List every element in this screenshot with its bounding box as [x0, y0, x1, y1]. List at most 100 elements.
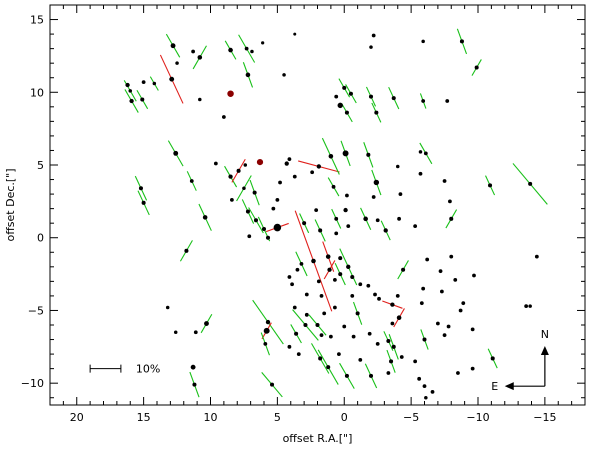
star-marker	[524, 304, 529, 308]
star-marker	[197, 55, 203, 60]
x-tick-label: 0	[341, 411, 348, 424]
star-marker	[424, 395, 428, 400]
star-marker	[334, 231, 339, 236]
star-marker	[287, 344, 292, 349]
star-marker	[128, 89, 133, 93]
star-marker	[342, 85, 347, 90]
star-marker	[198, 97, 202, 102]
chart-annotations: 10% N E	[89, 328, 549, 393]
star-marker	[332, 278, 337, 282]
star-marker	[470, 366, 475, 371]
star-marker	[390, 302, 395, 307]
star-marker	[422, 337, 427, 342]
x-tick-label: 20	[70, 411, 84, 424]
star-marker	[263, 342, 268, 346]
star-marker	[367, 331, 372, 336]
star-marker	[278, 180, 282, 185]
star-marker	[373, 292, 377, 297]
star-marker	[413, 224, 418, 228]
star-marker	[292, 305, 297, 310]
star-marker	[488, 183, 493, 188]
x-axis-label: offset R.A.["]	[283, 432, 353, 445]
star-marker	[191, 49, 196, 54]
star-marker	[413, 359, 418, 364]
star-marker	[534, 254, 539, 259]
y-axis-label: offset Dec.["]	[4, 168, 17, 241]
star-marker	[227, 90, 234, 97]
star-marker	[190, 364, 196, 370]
star-marker	[265, 319, 271, 325]
star-marker	[435, 321, 440, 326]
y-tick-label: −5	[28, 304, 44, 317]
x-tick-label: 15	[137, 411, 151, 424]
star-marker	[350, 274, 355, 280]
star-marker	[287, 157, 292, 162]
star-marker	[242, 186, 246, 191]
star-marker	[293, 32, 297, 36]
star-marker	[368, 94, 374, 99]
star-marker	[290, 282, 294, 287]
star-marker	[315, 322, 320, 328]
star-marker	[184, 248, 189, 253]
x-tick-label: −5	[403, 411, 419, 424]
plot-axes: 20 15 10 5 0 −5 −10 −15 −10 −5 0 5 10 15	[21, 4, 586, 424]
star-marker	[230, 198, 234, 202]
star-marker	[140, 97, 145, 102]
star-marker	[342, 324, 347, 329]
star-marker	[193, 330, 198, 335]
star-marker	[169, 76, 175, 82]
star-marker	[461, 301, 466, 306]
star-marker	[192, 382, 197, 387]
star-marker	[375, 342, 380, 346]
star-marker	[448, 199, 452, 204]
compass-north-label: N	[541, 328, 549, 341]
star-marker	[425, 257, 430, 262]
star-marker	[438, 269, 443, 274]
star-marker	[350, 294, 355, 298]
star-markers	[125, 32, 539, 400]
polarization-vectors	[123, 28, 548, 398]
star-marker	[421, 286, 426, 291]
star-marker	[310, 170, 315, 175]
star-marker	[328, 153, 334, 159]
star-marker	[366, 283, 371, 288]
star-marker	[303, 322, 308, 328]
star-marker	[316, 279, 321, 284]
star-marker	[337, 352, 341, 356]
star-marker	[311, 258, 316, 264]
star-marker	[261, 41, 265, 45]
star-marker	[449, 216, 454, 221]
star-marker	[245, 72, 251, 78]
y-tick-label: 5	[37, 159, 44, 172]
star-marker	[344, 373, 349, 378]
star-marker	[439, 289, 444, 294]
star-marker	[299, 262, 304, 266]
star-marker	[319, 333, 324, 338]
star-marker	[386, 371, 391, 375]
star-marker	[459, 39, 464, 44]
star-marker	[423, 151, 428, 156]
y-tick-label: 0	[37, 232, 44, 245]
star-marker	[244, 46, 249, 51]
plot-frame	[49, 4, 586, 406]
x-tick-label: 5	[274, 411, 281, 424]
star-marker	[334, 94, 339, 99]
star-marker	[125, 82, 130, 88]
y-tick-label: −10	[21, 377, 44, 390]
star-marker	[221, 115, 226, 119]
star-marker	[295, 267, 300, 272]
star-marker	[261, 226, 267, 232]
star-marker	[351, 334, 356, 339]
star-marker	[383, 228, 388, 233]
star-marker	[396, 315, 402, 321]
star-marker	[337, 102, 343, 109]
star-marker	[292, 174, 297, 179]
star-marker	[345, 193, 349, 198]
star-marker	[304, 312, 309, 317]
star-marker	[458, 308, 463, 313]
star-marker	[252, 190, 257, 195]
star-marker	[236, 168, 241, 173]
star-marker	[318, 356, 323, 361]
star-marker	[528, 181, 533, 186]
